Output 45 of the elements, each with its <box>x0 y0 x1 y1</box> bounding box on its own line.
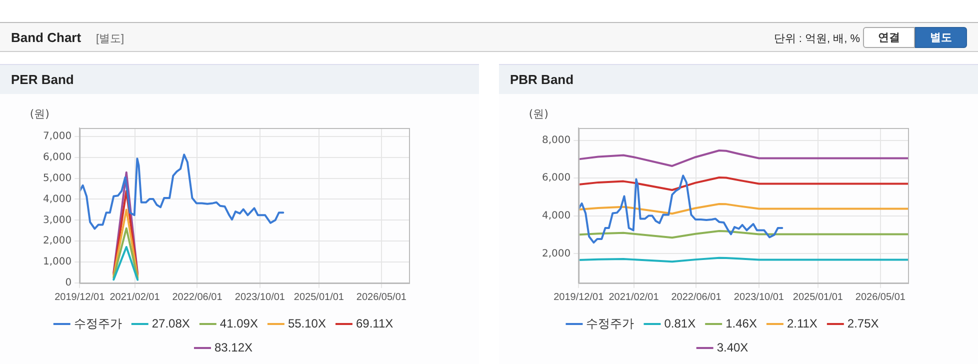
y-tick-label: 7,000 <box>42 130 72 142</box>
y-tick-label: 8,000 <box>542 134 571 146</box>
y-tick-label: 5,000 <box>42 172 72 184</box>
y-tick-label: 3,000 <box>42 214 72 226</box>
y-tick-label: 4,000 <box>42 194 72 205</box>
y-tick-label: 6,000 <box>42 152 72 163</box>
y-tick-label: 0 <box>65 278 72 289</box>
text: 연결 <box>863 27 915 48</box>
x-tick-label: 2025/01/01 <box>792 292 844 303</box>
x-tick-label: 2023/10/01 <box>234 292 286 303</box>
chart-title: PER Band <box>0 64 479 94</box>
legend-label: 2.11X <box>786 316 818 330</box>
x-tick-label: 2022/06/01 <box>671 292 722 303</box>
legend-label: 수정주가 <box>586 316 634 330</box>
legend-label: 83.12X <box>214 340 253 354</box>
x-tick-label: 2019/12/01 <box>554 292 604 303</box>
y-tick-label: 2,000 <box>542 248 571 260</box>
legend-label: 41.09X <box>220 316 258 330</box>
text: Band Chart <box>11 30 82 45</box>
x-tick-label: 2021/02/01 <box>110 292 160 303</box>
y-tick-label: 6,000 <box>542 172 571 184</box>
x-tick-label: 2026/05/01 <box>356 292 407 303</box>
text: 별도 <box>915 27 967 48</box>
x-tick-label: 2022/06/01 <box>172 292 223 303</box>
legend-label: 수정주가 <box>74 316 122 330</box>
legend-label: 2.75X <box>847 316 879 330</box>
y-tick-label: 2,000 <box>42 236 72 247</box>
legend-label: 69.11X <box>356 316 394 330</box>
y-tick-label: 4,000 <box>542 210 571 222</box>
y-tick-label: 1,000 <box>42 256 72 268</box>
legend-label: 3.40X <box>716 340 748 354</box>
legend-label: 27.08X <box>152 316 190 330</box>
text: 단위 : 억원, 배, % <box>774 32 860 46</box>
chart-title: PBR Band <box>499 64 978 94</box>
x-tick-label: 2025/01/01 <box>294 292 344 303</box>
x-tick-label: 2023/10/01 <box>734 292 784 303</box>
x-tick-label: 2019/12/01 <box>54 292 106 303</box>
y-axis-title: (원) <box>528 107 548 120</box>
text: [별도] <box>96 32 124 46</box>
legend-label: 0.81X <box>664 316 696 330</box>
x-tick-label: 2026/05/01 <box>855 292 906 303</box>
legend-label: 55.10X <box>288 316 326 330</box>
legend-label: 1.46X <box>726 316 757 330</box>
y-axis-title: (원) <box>30 107 50 120</box>
x-tick-label: 2021/02/01 <box>608 292 660 303</box>
